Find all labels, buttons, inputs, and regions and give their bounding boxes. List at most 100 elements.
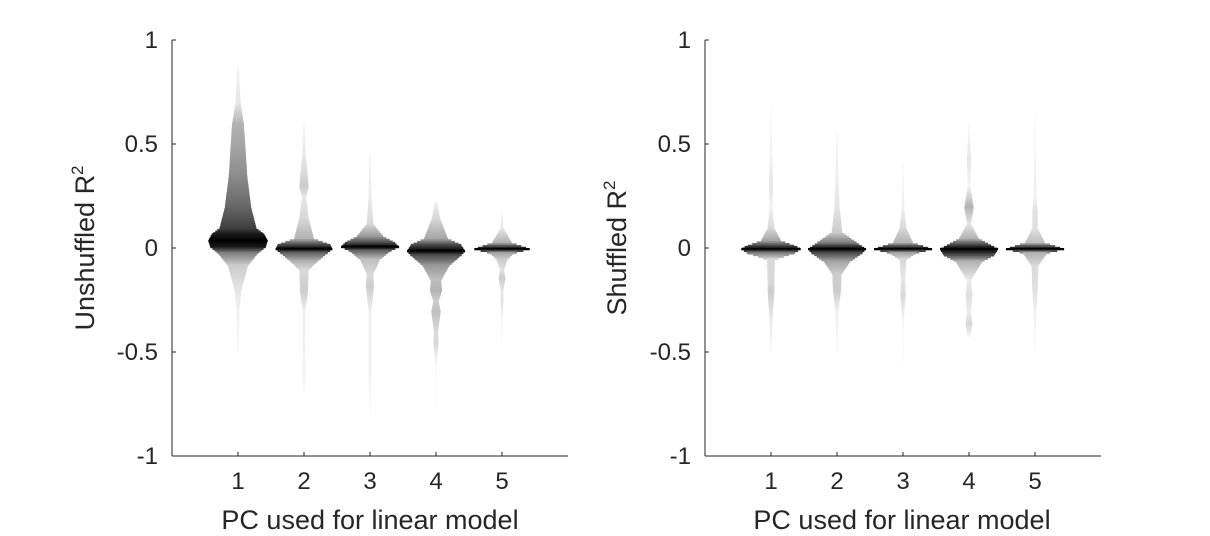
density-slice (834, 297, 840, 301)
density-slice (302, 317, 306, 320)
density-slice (301, 193, 307, 197)
density-slice (835, 312, 839, 315)
density-slice (301, 299, 307, 302)
density-slice (302, 350, 306, 353)
density-slice (219, 227, 257, 230)
density-slice (1034, 126, 1036, 129)
density-slice (968, 133, 970, 136)
density-slice (770, 139, 773, 142)
density-slice (302, 370, 306, 373)
density-slice (967, 223, 971, 226)
density-slice (501, 327, 503, 330)
density-slice (1033, 307, 1037, 311)
density-slice (901, 206, 905, 209)
density-slice (768, 296, 774, 299)
density-slice (1033, 181, 1037, 184)
density-slice (299, 268, 309, 272)
density-slice (1033, 186, 1037, 189)
density-slice (966, 302, 972, 305)
density-slice (369, 409, 371, 412)
density-slice (296, 228, 312, 231)
density-slice (302, 315, 306, 318)
density-slice (367, 302, 373, 305)
density-slice (501, 315, 503, 318)
density-slice (769, 169, 773, 172)
density-slice (277, 243, 331, 247)
density-slice (1031, 264, 1039, 267)
density-slice (433, 210, 439, 213)
density-slice (235, 294, 241, 297)
density-slice (961, 270, 977, 273)
density-slice (1034, 154, 1036, 157)
density-slice (836, 330, 838, 333)
density-slice (236, 73, 240, 76)
density-slice (228, 175, 248, 178)
density-slice (900, 219, 906, 222)
density-slice (877, 246, 929, 250)
density-slice (767, 289, 775, 292)
density-slice (835, 176, 839, 180)
density-slice (232, 120, 244, 123)
density-slice (902, 191, 904, 194)
density-slice (769, 315, 773, 318)
density-slice (747, 252, 795, 255)
density-slice (892, 253, 914, 257)
violin-3 (874, 164, 933, 363)
density-slice (228, 172, 247, 175)
density-slice (429, 276, 443, 279)
density-slice (836, 335, 838, 338)
density-slice (302, 136, 306, 139)
violin-group (208, 65, 530, 415)
density-slice (237, 332, 239, 335)
density-slice (1026, 257, 1044, 260)
density-slice (1034, 171, 1036, 174)
density-slice (353, 237, 387, 240)
density-slice (769, 162, 773, 165)
density-slice (835, 178, 839, 181)
density-slice (369, 402, 371, 406)
density-slice (435, 374, 437, 377)
density-slice (432, 216, 440, 220)
density-slice (367, 209, 373, 212)
y-tick-label: -1 (670, 443, 691, 470)
density-slice (369, 154, 371, 157)
density-slice (369, 162, 371, 165)
density-slice (769, 185, 773, 188)
density-slice (302, 333, 306, 336)
density-slice (407, 248, 465, 252)
density-slice (770, 335, 772, 339)
density-slice (434, 354, 438, 358)
density-slice (956, 239, 982, 242)
density-slice (902, 164, 904, 168)
density-slice (826, 263, 848, 267)
density-slice (964, 228, 974, 231)
density-slice (767, 273, 775, 276)
density-slice (1032, 297, 1038, 301)
density-slice (832, 282, 842, 286)
density-slice (769, 166, 773, 169)
density-slice (901, 196, 905, 199)
density-slice (1034, 119, 1036, 122)
density-slice (354, 253, 386, 256)
density-slice (435, 399, 437, 402)
density-slice (1032, 218, 1038, 222)
density-slice (229, 164, 247, 167)
density-slice (235, 299, 241, 302)
density-slice (302, 360, 306, 363)
density-slice (1032, 278, 1038, 281)
density-slice (356, 235, 384, 238)
density-slice (433, 208, 439, 212)
density-slice (1032, 291, 1038, 294)
density-slice (835, 160, 839, 163)
density-slice (369, 404, 371, 407)
density-slice (430, 278, 442, 281)
density-slice (770, 349, 772, 352)
density-slice (227, 181, 249, 185)
density-slice (967, 188, 971, 192)
density-slice (1034, 164, 1036, 167)
density-slice (368, 357, 372, 360)
density-slice (1033, 315, 1037, 318)
density-slice (769, 198, 773, 202)
density-slice (965, 198, 973, 202)
density-slice (368, 201, 372, 204)
